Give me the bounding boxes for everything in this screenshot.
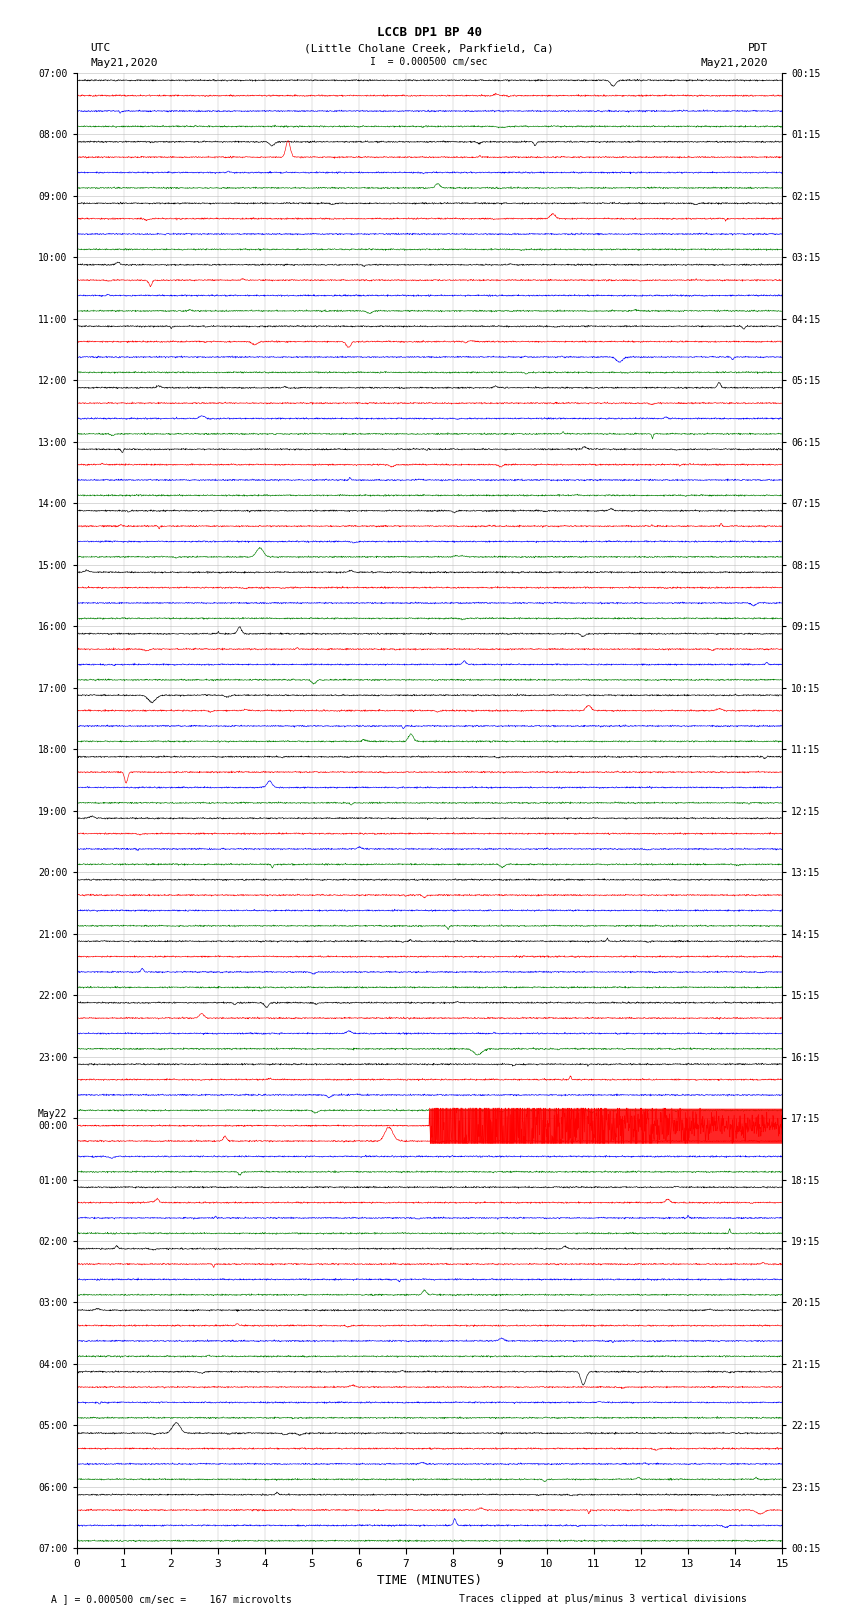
Text: I  = 0.000500 cm/sec: I = 0.000500 cm/sec: [371, 56, 488, 66]
Text: Traces clipped at plus/minus 3 vertical divisions: Traces clipped at plus/minus 3 vertical …: [459, 1594, 747, 1603]
Text: UTC: UTC: [91, 44, 110, 53]
Text: PDT: PDT: [748, 44, 768, 53]
X-axis label: TIME (MINUTES): TIME (MINUTES): [377, 1574, 482, 1587]
Text: A ] = 0.000500 cm/sec =    167 microvolts: A ] = 0.000500 cm/sec = 167 microvolts: [51, 1594, 292, 1603]
Text: (Little Cholane Creek, Parkfield, Ca): (Little Cholane Creek, Parkfield, Ca): [304, 44, 554, 53]
Text: May21,2020: May21,2020: [700, 58, 768, 68]
Text: May21,2020: May21,2020: [91, 58, 158, 68]
Text: LCCB DP1 BP 40: LCCB DP1 BP 40: [377, 26, 482, 39]
